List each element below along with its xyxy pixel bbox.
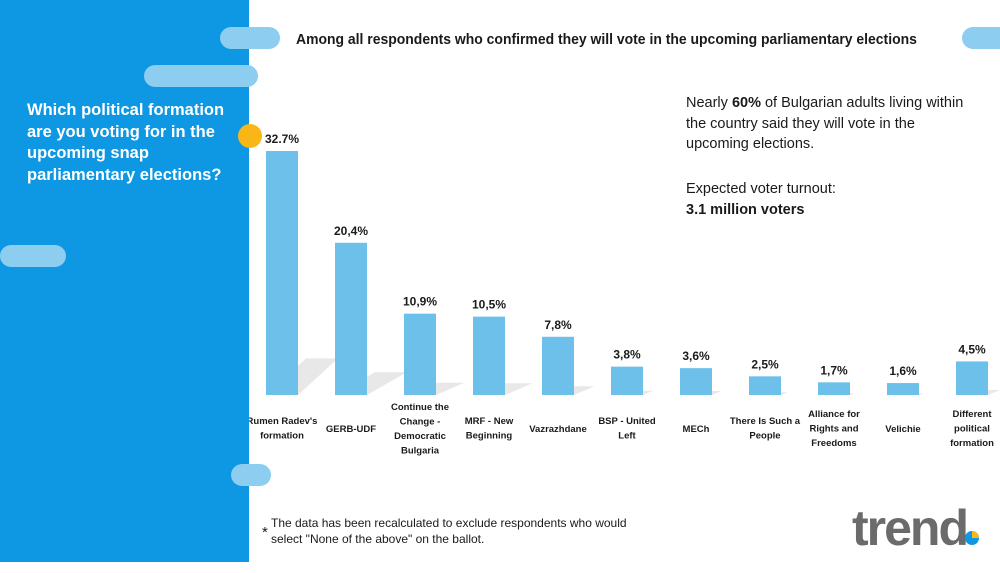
category-label-line: Change -	[400, 417, 441, 428]
info-prefix: Nearly	[686, 95, 732, 111]
category-label: Vazrazhdane	[529, 424, 587, 435]
trend-logo: trend	[852, 500, 992, 573]
decor-pill	[220, 27, 280, 49]
category-label: There Is Such a People	[730, 416, 801, 442]
logo-text: trend	[852, 500, 967, 556]
chart-title: Among all respondents who confirmed they…	[296, 31, 917, 48]
bar	[956, 361, 988, 395]
category-label-line: There Is Such a	[730, 416, 801, 427]
category-label-line: Freedoms	[811, 438, 856, 449]
category-label-line: Rights and	[809, 424, 858, 435]
category-label: Rumen Radev's formation	[249, 416, 317, 442]
category-label-line: formation	[260, 431, 304, 442]
turnout-label: Expected voter turnout:	[686, 181, 836, 197]
trend-logo-mark: trend	[852, 500, 979, 556]
bar	[404, 313, 436, 395]
category-label-line: People	[749, 431, 780, 442]
category-label-line: BSP - United	[598, 416, 656, 427]
footnote: The data has been recalculated to exclud…	[271, 516, 627, 546]
bar	[818, 382, 850, 395]
category-label-line: Democratic	[394, 431, 446, 442]
data-label: 2,5%	[751, 357, 779, 371]
category-label-line: Different	[952, 409, 992, 420]
category-label-line: GERB-UDF	[326, 424, 376, 435]
category-label-line: Alliance for	[808, 409, 860, 420]
category-label: Different political formation	[950, 409, 994, 449]
logo-wedge	[972, 531, 979, 538]
category-label-line: Velichie	[885, 424, 920, 435]
category-label-line: Bulgaria	[401, 446, 440, 457]
data-label: 3,6%	[682, 349, 710, 363]
category-label-line: Left	[618, 431, 636, 442]
category-label: MRF - New Beginning	[465, 416, 514, 442]
bar	[266, 151, 298, 395]
data-label: 3,8%	[613, 348, 641, 362]
bar	[542, 336, 574, 395]
decor-pill	[231, 464, 271, 486]
data-label: 32.7%	[265, 132, 299, 146]
data-label: 10,9%	[403, 295, 437, 309]
survey-question: Which political formation are you voting…	[27, 101, 225, 184]
category-label-line: MRF - New	[465, 416, 514, 427]
data-label: 1,7%	[820, 363, 848, 377]
decor-pill	[962, 27, 1000, 49]
category-label: Alliance for Rights and Freedoms	[808, 409, 860, 449]
category-label: BSP - United Left	[598, 416, 656, 442]
left-panel	[0, 0, 249, 562]
bar	[335, 242, 367, 395]
category-label-line: Rumen Radev's	[249, 416, 317, 427]
bar	[473, 316, 505, 395]
bar-chart: 32.7% Rumen Radev's formation 20,4% GERB-UDF…	[249, 132, 1000, 457]
data-label: 7,8%	[544, 318, 572, 332]
info-percent: 60%	[731, 95, 761, 111]
category-label: MECh	[683, 424, 710, 435]
bar	[887, 383, 919, 395]
category-label: Continue the Change - Democratic Bulgaria	[391, 402, 449, 457]
category-label-line: formation	[950, 438, 994, 449]
turnout-value: 3.1 million voters	[686, 201, 805, 218]
decor-pill	[0, 245, 66, 267]
data-label: 10,5%	[472, 298, 506, 312]
category-label-line: MECh	[683, 424, 710, 435]
category-label-line: political	[954, 424, 990, 435]
bar	[611, 366, 643, 395]
category-label: GERB-UDF	[326, 424, 376, 435]
decor-pill	[144, 65, 258, 87]
category-label-line: Beginning	[466, 431, 513, 442]
bar	[680, 368, 712, 395]
accent-dot	[238, 124, 262, 148]
category-label-line: Vazrazhdane	[529, 424, 587, 435]
info-suffix: of Bulgarian adults living within the co…	[686, 95, 964, 152]
category-label: Velichie	[885, 424, 920, 435]
data-label: 20,4%	[334, 224, 368, 238]
bar	[749, 376, 781, 395]
data-label: 1,6%	[889, 364, 917, 378]
footnote-marker: *	[262, 524, 268, 541]
turnout-info: Nearly 60% of Bulgarian adults living wi…	[686, 93, 966, 155]
category-label-line: Continue the	[391, 402, 449, 413]
turnout-block: Expected voter turnout: 3.1 million vote…	[686, 179, 966, 220]
data-label: 4,5%	[958, 342, 986, 356]
